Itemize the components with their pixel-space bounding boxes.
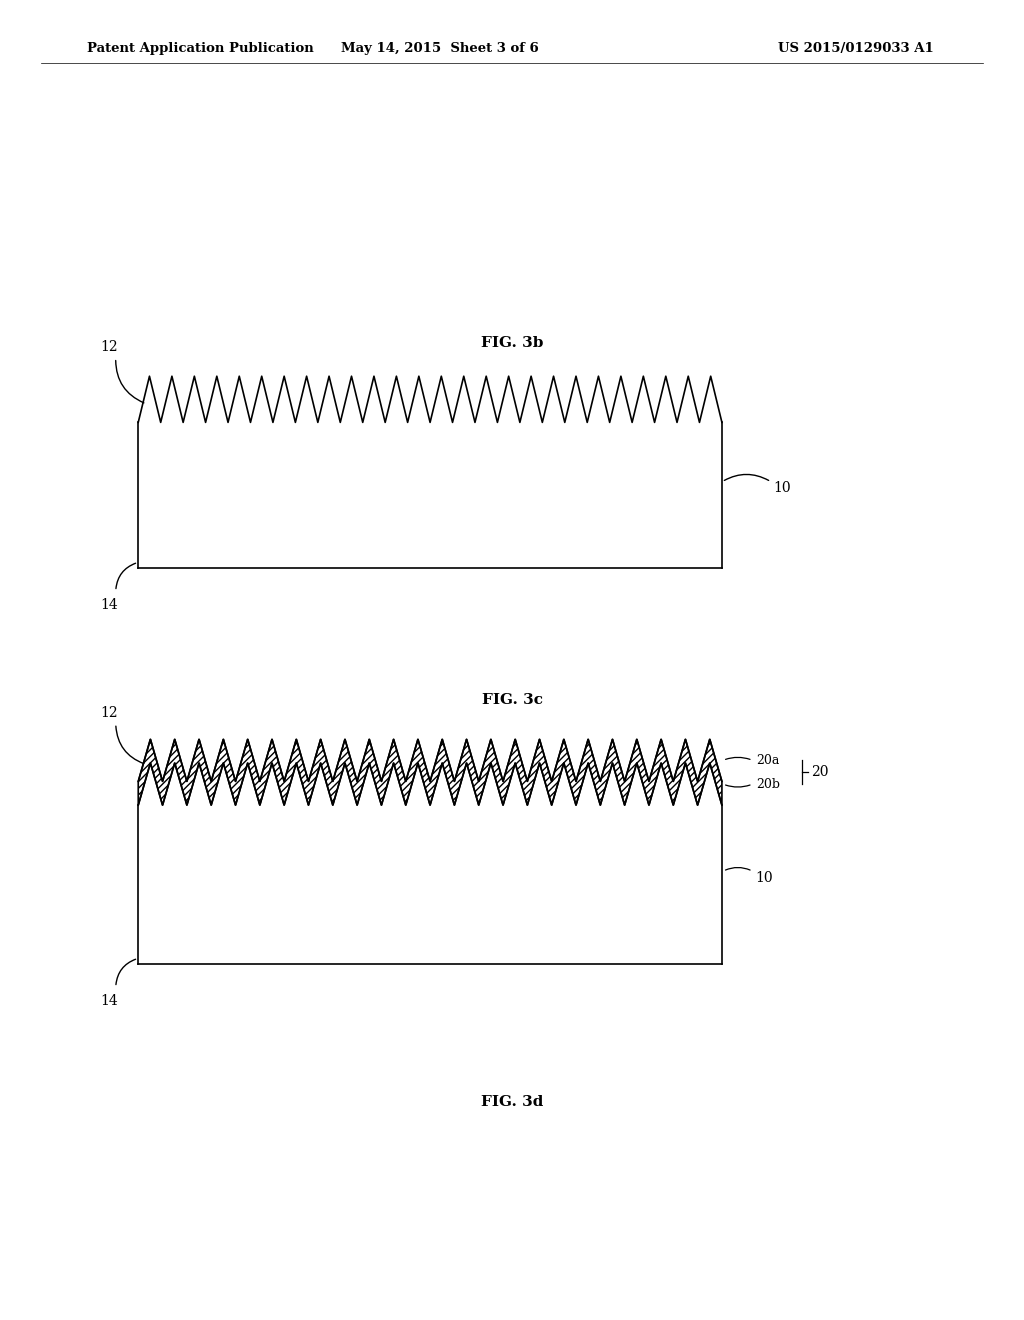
Text: May 14, 2015  Sheet 3 of 6: May 14, 2015 Sheet 3 of 6 — [341, 42, 540, 55]
Polygon shape — [138, 739, 722, 805]
Text: FIG. 3b: FIG. 3b — [481, 337, 543, 350]
Text: 14: 14 — [100, 994, 118, 1007]
Text: 12: 12 — [100, 706, 118, 719]
Text: 10: 10 — [756, 871, 773, 884]
Text: 10: 10 — [773, 482, 791, 495]
Text: 14: 14 — [100, 598, 118, 611]
Text: 20b: 20b — [756, 777, 779, 791]
Text: FIG. 3c: FIG. 3c — [481, 693, 543, 706]
Text: Patent Application Publication: Patent Application Publication — [87, 42, 313, 55]
Text: 20: 20 — [811, 766, 828, 779]
Text: FIG. 3d: FIG. 3d — [481, 1096, 543, 1109]
Text: 12: 12 — [100, 341, 118, 354]
Text: US 2015/0129033 A1: US 2015/0129033 A1 — [778, 42, 934, 55]
Text: 20a: 20a — [756, 754, 779, 767]
